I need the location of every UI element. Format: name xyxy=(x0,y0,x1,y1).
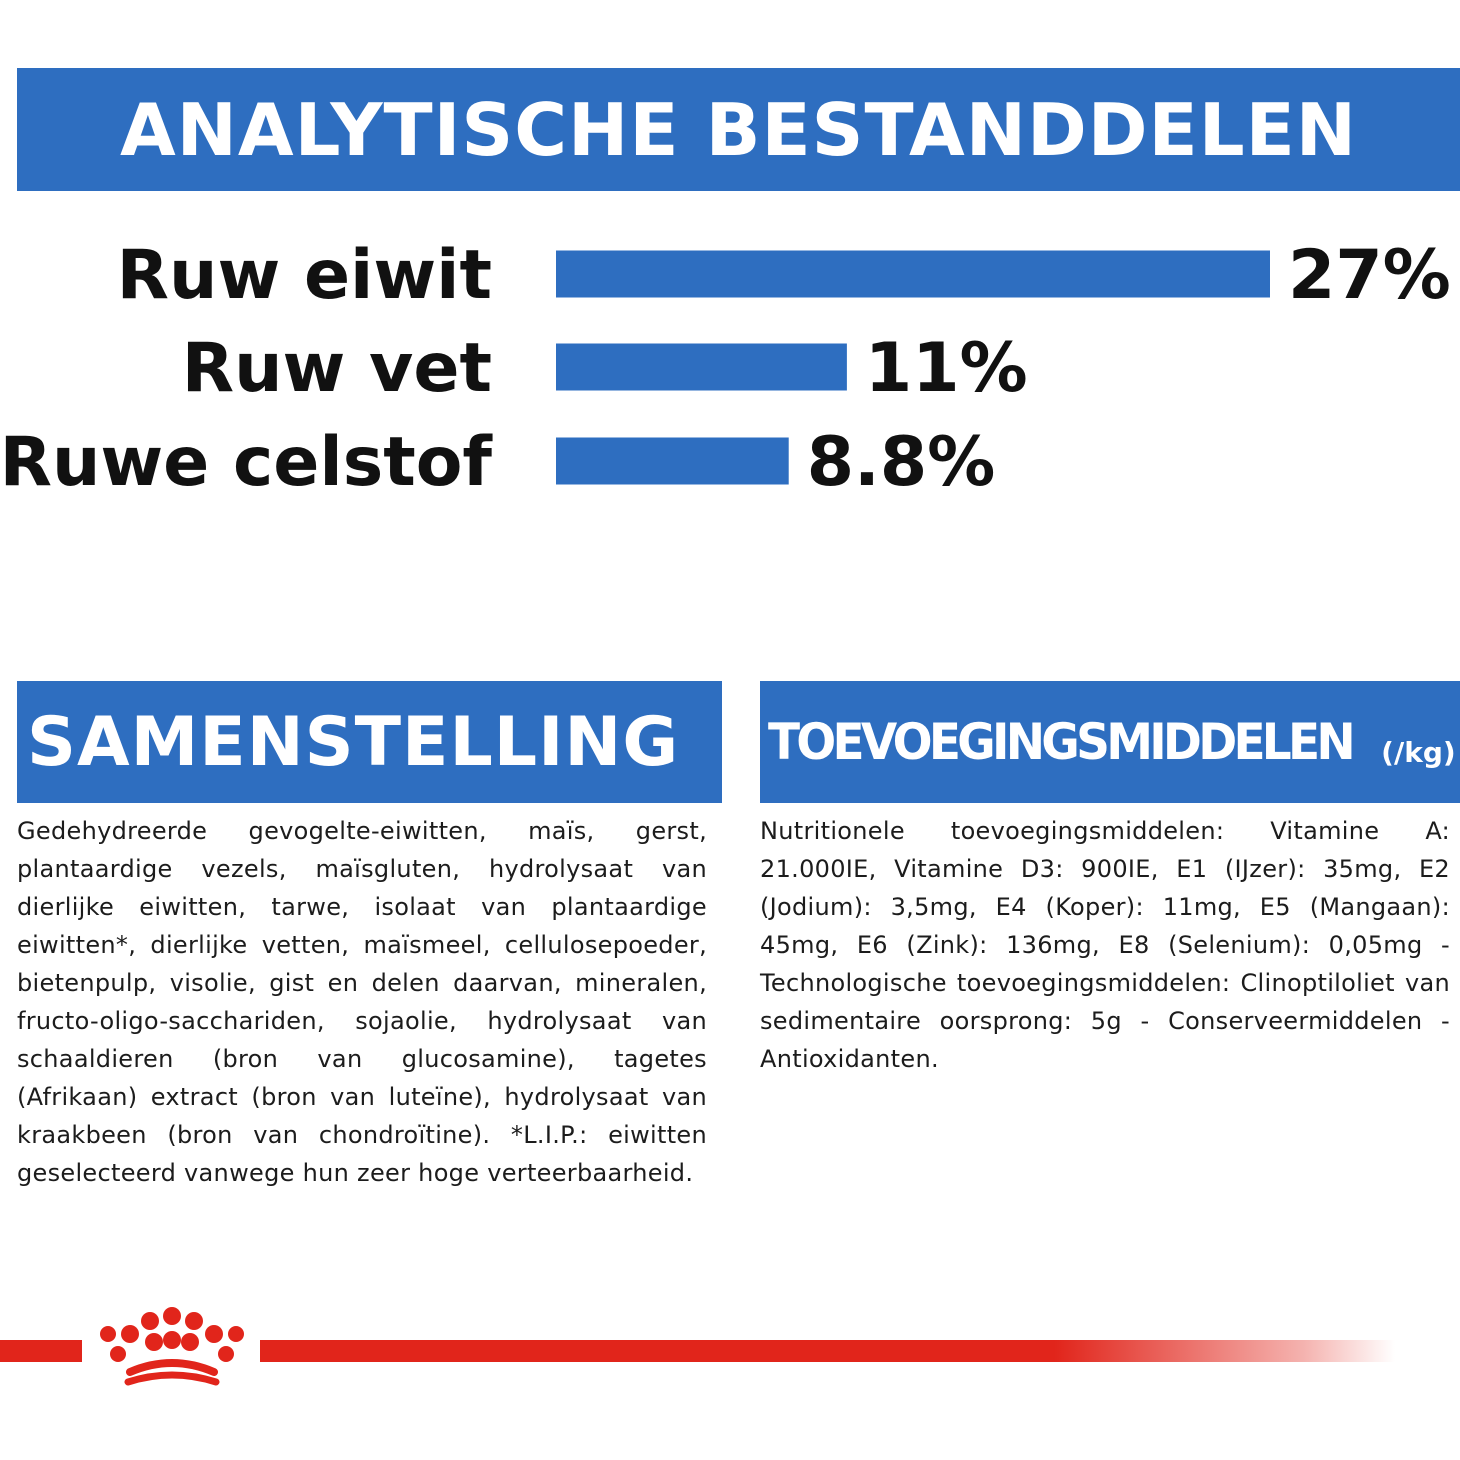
bar xyxy=(556,250,1270,298)
brand-stripe-left xyxy=(0,1340,82,1362)
bar xyxy=(556,437,789,485)
constituents-bar-chart: Ruw eiwit 27% Ruw vet 11% Ruwe celstof 8.8% xyxy=(0,236,1451,502)
value-label: 11% xyxy=(865,329,1028,408)
bar xyxy=(556,343,847,391)
crown-icon xyxy=(100,1307,244,1386)
value-label: 27% xyxy=(1288,236,1451,315)
analytical-constituents-banner: ANALYTISCHE BESTANDDELEN xyxy=(17,68,1460,191)
composition-text: Gedehydreerde gevogelte-eiwitten, maïs, … xyxy=(17,817,707,1187)
category-label: Ruw eiwit xyxy=(117,236,492,315)
additives-banner: TOEVOEGINGSMIDDELEN (/kg) xyxy=(760,681,1460,803)
category-label: Ruw vet xyxy=(182,329,492,408)
additives-title: TOEVOEGINGSMIDDELEN xyxy=(768,713,1356,771)
category-label: Ruwe celstof xyxy=(0,423,493,502)
composition-banner: SAMENSTELLING xyxy=(17,681,722,803)
analytical-constituents-title: ANALYTISCHE BESTANDDELEN xyxy=(119,87,1358,172)
additives-text: Nutritionele toevoegingsmiddelen: Vitami… xyxy=(760,817,1450,1073)
additives-title-suffix: (/kg) xyxy=(1381,735,1456,769)
brand-stripe-right xyxy=(260,1340,1395,1362)
composition-title: SAMENSTELLING xyxy=(27,702,680,782)
value-label: 8.8% xyxy=(807,423,996,502)
